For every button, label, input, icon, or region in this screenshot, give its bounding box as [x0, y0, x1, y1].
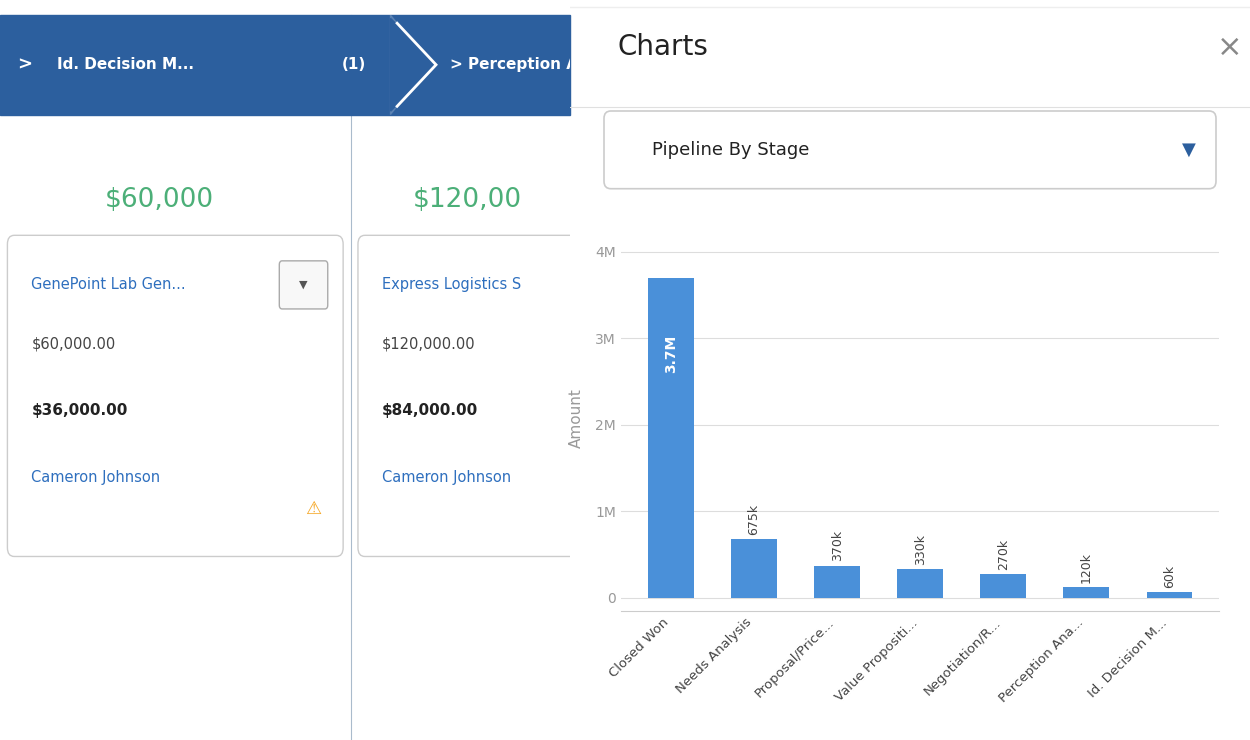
Text: $120,00: $120,00 [412, 186, 522, 213]
Text: >: > [18, 56, 32, 74]
Bar [898, 569, 942, 597]
Bar [1146, 592, 1192, 597]
Bar [1064, 587, 1109, 597]
Y-axis label: Amount: Amount [569, 388, 584, 448]
Polygon shape [390, 15, 430, 115]
Text: 370k: 370k [831, 530, 844, 561]
Text: $120,000.00: $120,000.00 [382, 337, 475, 351]
Text: Charts: Charts [618, 33, 709, 61]
Text: Express Logistics S: Express Logistics S [382, 278, 521, 292]
FancyBboxPatch shape [8, 235, 344, 556]
Text: GenePoint Lab Gen...: GenePoint Lab Gen... [31, 278, 186, 292]
Text: $84,000.00: $84,000.00 [382, 403, 479, 418]
Bar [731, 539, 778, 597]
FancyBboxPatch shape [357, 235, 694, 556]
Bar [814, 565, 860, 597]
Text: 330k: 330k [914, 534, 926, 565]
Text: ▼: ▼ [299, 280, 308, 290]
Bar [649, 278, 694, 597]
Polygon shape [390, 18, 439, 111]
Bar [980, 574, 1026, 597]
Text: Cameron Johnson: Cameron Johnson [382, 470, 511, 485]
Text: (1): (1) [342, 57, 366, 73]
Text: > Perception Ana: > Perception Ana [450, 57, 600, 73]
Text: 675k: 675k [748, 504, 760, 535]
Text: ⚠: ⚠ [305, 500, 321, 518]
Text: ×: × [1216, 33, 1242, 62]
Text: 270k: 270k [996, 539, 1010, 570]
Text: Id. Decision M...: Id. Decision M... [58, 57, 194, 73]
Text: 60k: 60k [1162, 565, 1176, 588]
FancyBboxPatch shape [279, 261, 328, 309]
Text: Cameron Johnson: Cameron Johnson [31, 470, 160, 485]
Bar [0, 15, 570, 115]
Text: Pipeline By Stage: Pipeline By Stage [651, 141, 809, 159]
Text: $60,000.00: $60,000.00 [31, 337, 115, 351]
Text: $60,000: $60,000 [105, 186, 214, 213]
Text: 120k: 120k [1080, 552, 1092, 582]
Text: $36,000.00: $36,000.00 [31, 403, 127, 418]
Text: 3.7M: 3.7M [664, 335, 678, 374]
FancyBboxPatch shape [604, 111, 1216, 189]
Text: ▼: ▼ [1181, 141, 1196, 159]
